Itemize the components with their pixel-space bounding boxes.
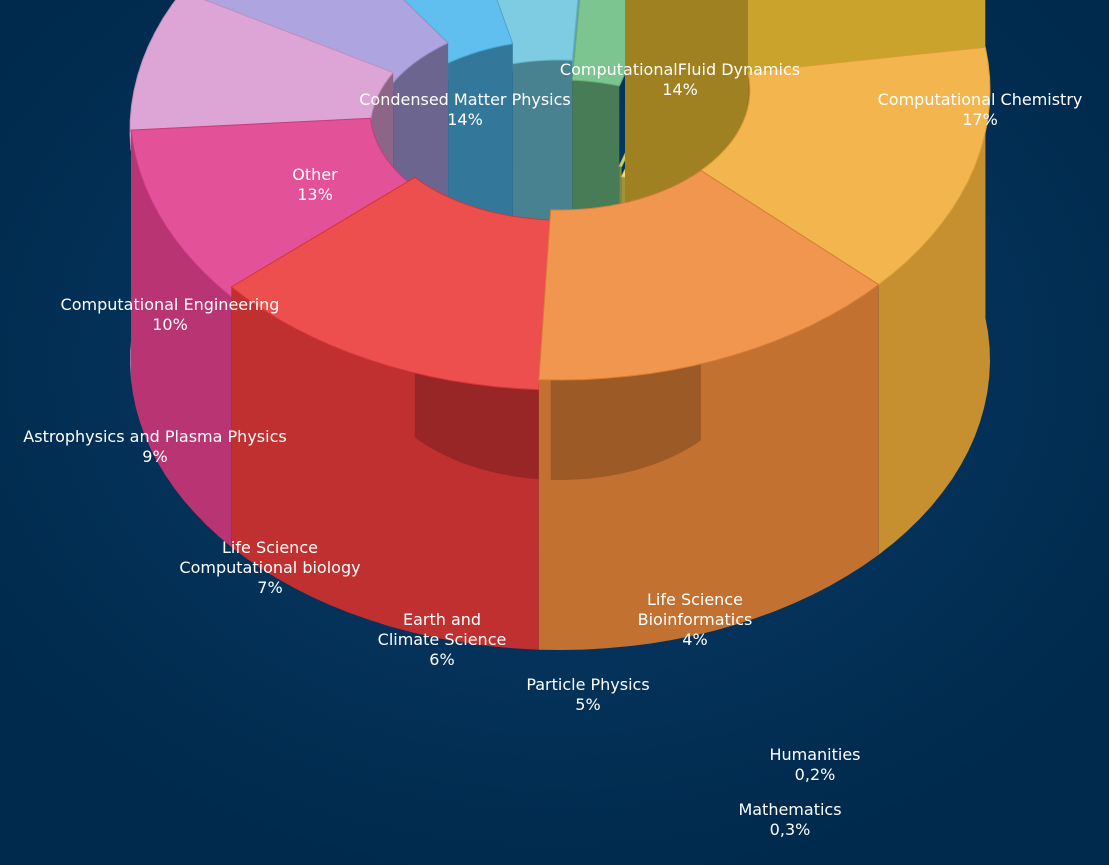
slice-label-line: Earth and [403,610,481,629]
slice-computational-engineering-outer-wall [131,130,232,547]
slice-other-outer-wall [231,287,539,650]
slice-label-particle-physics: Particle Physics 5% [526,675,649,714]
slice-life-science-bioinformatics-inner-wall [572,80,620,246]
slice-other-top-face [230,176,552,391]
slice-value-text: 7% [257,578,282,597]
slice-value-text: 17% [962,110,998,129]
labels-layer: Computational Chemistry 17% ComputationalF… [23,60,1082,839]
slice-value-text: 4% [682,630,707,649]
slice-label-line: Computational Engineering [61,295,280,314]
slices-layer [129,0,991,650]
slice-label-earth-and-climate-science: Earth and Climate Science 6% [378,610,507,669]
slice-value-text: 6% [429,650,454,669]
slice-label-line: Particle Physics [526,675,649,694]
slice-label-other: Other 13% [292,165,338,204]
slice-label-line: Bioinformatics [638,610,753,629]
slice-label-life-science-computational-biology: Life Science Computational biology 7% [179,538,360,597]
slice-condensed-matter-physics [538,169,880,650]
slice-other [230,176,552,650]
slice-label-line: Condensed Matter Physics [359,90,571,109]
slice-condensed-matter-physics-outer-wall [538,284,879,650]
slice-particle-physics-inner-wall [512,60,573,244]
slice-label-computationalfluid-dynamics: ComputationalFluid Dynamics 14% [560,60,800,99]
slice-label-line: Climate Science [378,630,507,649]
slice-value-text: 14% [662,80,698,99]
slice-label-line: Life Science [647,590,743,609]
slice-label-line: Astrophysics and Plasma Physics [23,427,286,446]
slice-label-computational-engineering: Computational Engineering 10% [61,295,280,334]
slice-label-line: Mathematics [738,800,841,819]
slice-label-astrophysics-and-plasma-physics: Astrophysics and Plasma Physics 9% [23,427,286,466]
slice-label-mathematics: Mathematics 0,3% [738,800,841,839]
slice-condensed-matter-physics-top-face [538,169,880,381]
slice-label-line: Life Science [222,538,318,557]
slice-label-line: Other [292,165,338,184]
slice-value-text: 14% [447,110,483,129]
slice-label-line: ComputationalFluid Dynamics [560,60,800,79]
slice-value-text: 9% [142,447,167,466]
slice-label-computational-chemistry: Computational Chemistry 17% [878,90,1083,129]
slice-label-line: Computational Chemistry [878,90,1083,109]
slice-value-text: 0,3% [770,820,811,839]
slice-label-line: Humanities [769,745,860,764]
slice-value-text: 5% [575,695,600,714]
slice-label-life-science-bioinformatics: Life Science Bioinformatics 4% [638,590,753,649]
slice-computational-engineering-top-face [130,117,416,298]
slice-value-text: 0,2% [795,765,836,784]
slice-value-text: 13% [297,185,333,204]
slice-label-line: Computational biology [179,558,360,577]
slice-label-humanities: Humanities 0,2% [769,745,860,784]
slice-computationalfluid-dynamics-outer-wall [878,47,990,555]
slice-label-condensed-matter-physics: Condensed Matter Physics 14% [359,90,571,129]
slice-value-text: 10% [152,315,188,334]
